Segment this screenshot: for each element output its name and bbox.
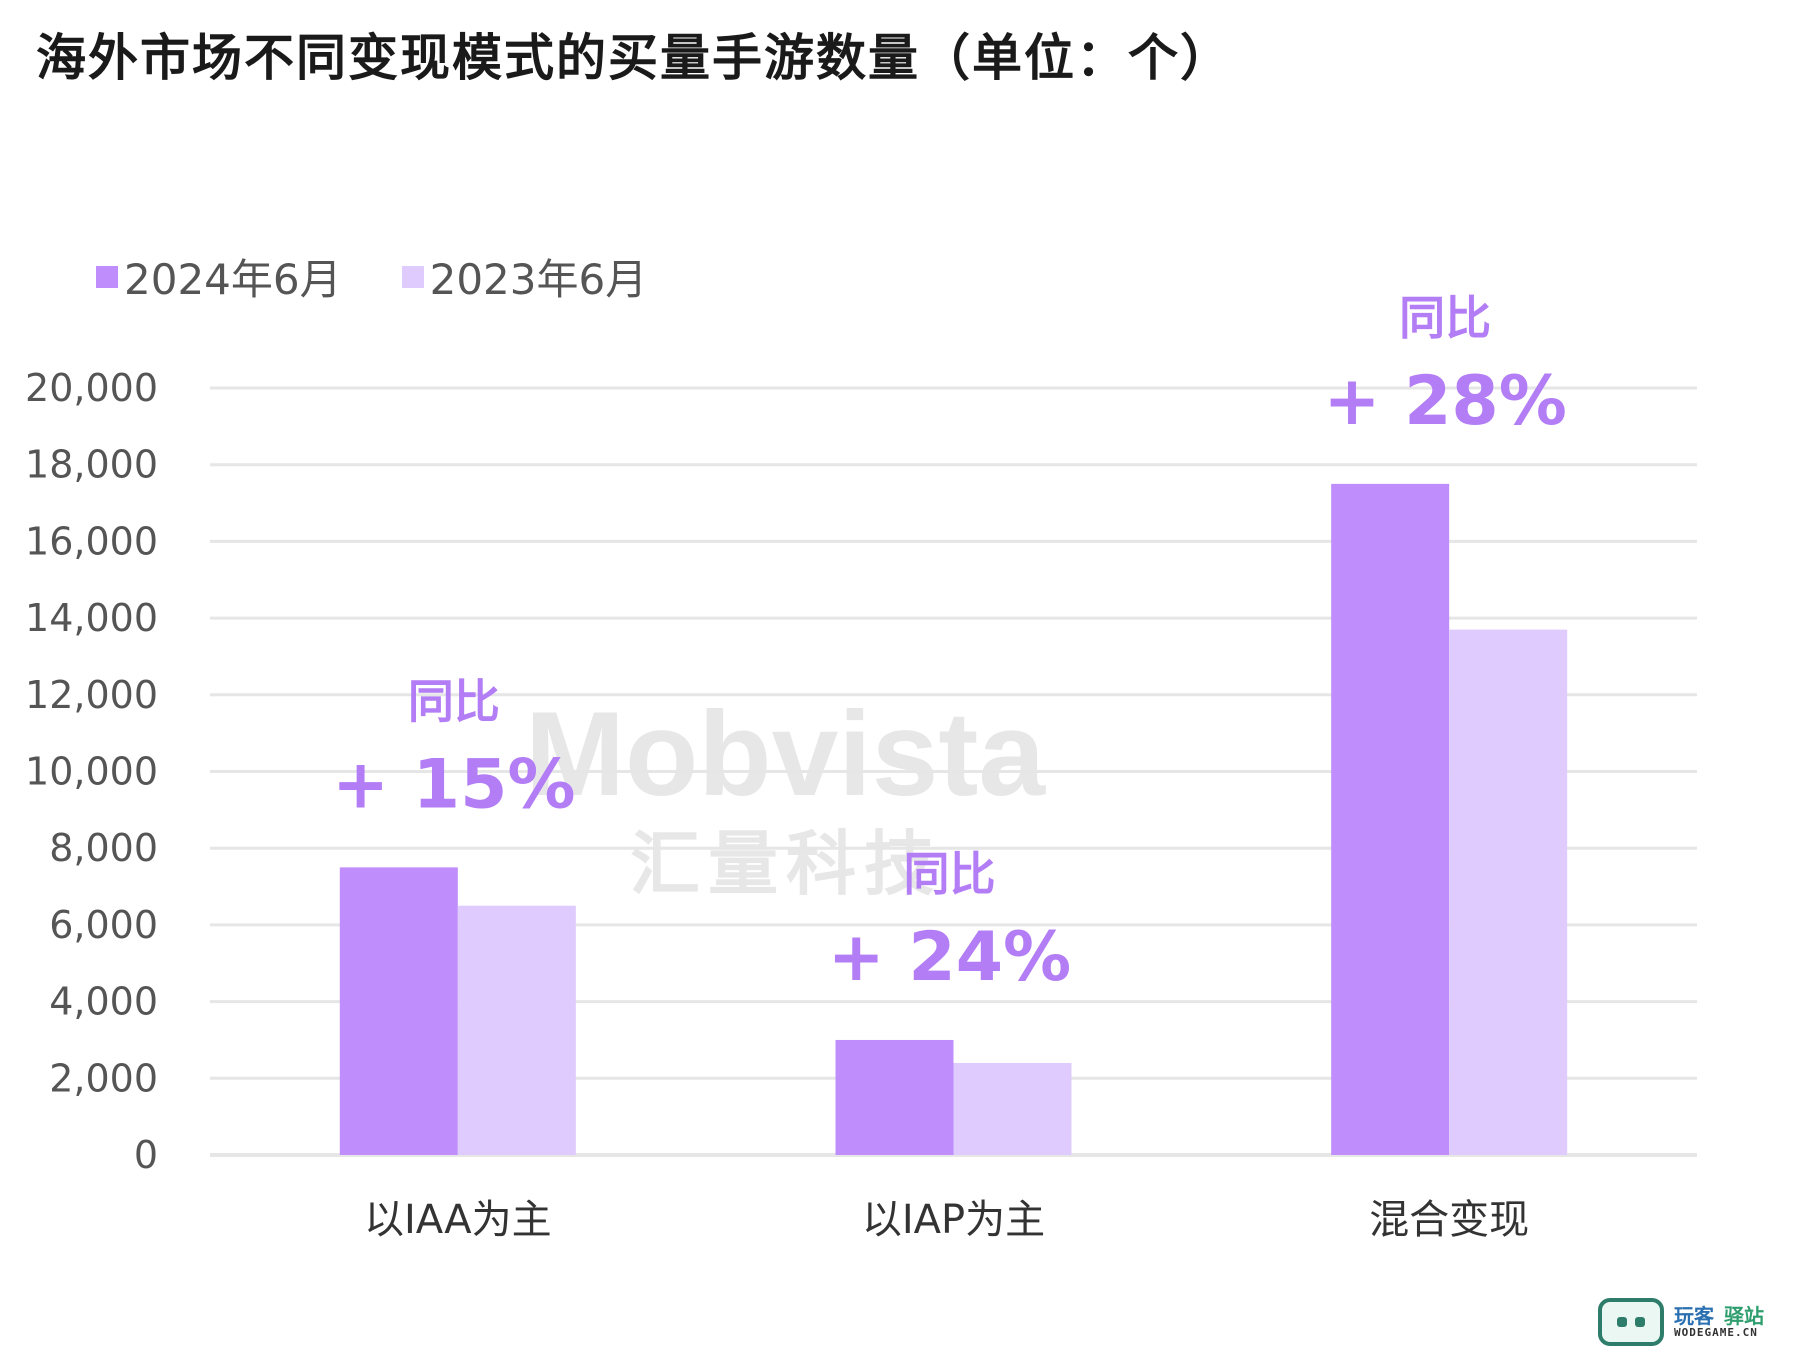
y-tick-label: 4,000 <box>49 980 158 1024</box>
y-axis-ticks: 0 2,000 4,000 6,000 8,000 10,000 12,000 14,000 1… <box>25 366 158 1177</box>
bar-2023-1 <box>953 1062 1072 1155</box>
yoy-label: 同比 <box>408 674 500 728</box>
watermark-subtext: 汇量科技 <box>630 825 942 903</box>
legend-label-2023: 2023年6月 <box>429 255 648 304</box>
x-category-label: 以IAP为主 <box>862 1197 1045 1243</box>
y-tick-label: 8,000 <box>49 826 158 870</box>
bar-2023-2 <box>1449 629 1568 1155</box>
yoy-label: 同比 <box>1399 291 1491 345</box>
yoy-annotations: 同比 + 15% 同比 + 24% 同比 + 28% <box>332 291 1567 997</box>
logo-text-right: 驿站 <box>1724 1303 1764 1328</box>
legend-swatch-2024 <box>96 265 118 288</box>
chart-legend: 2024年6月 2023年6月 <box>96 246 647 307</box>
x-axis-categories: 以IAA为主 以IAP为主 混合变现 <box>364 1197 1529 1243</box>
legend-item-2023[interactable]: 2023年6月 <box>401 246 648 307</box>
bars <box>339 483 1568 1155</box>
footer-logo: 玩客 驿站 WODEGAME.CN <box>1598 1298 1764 1346</box>
y-tick-label: 0 <box>134 1133 158 1177</box>
legend-swatch-2023 <box>401 265 424 288</box>
y-tick-label: 20,000 <box>25 366 158 410</box>
yoy-value: + 24% <box>828 918 1071 997</box>
x-category-label: 以IAA为主 <box>364 1197 552 1243</box>
y-tick-label: 18,000 <box>25 443 158 487</box>
y-tick-label: 10,000 <box>25 750 158 794</box>
bar-2024-0 <box>339 867 458 1155</box>
y-tick-label: 12,000 <box>25 673 158 717</box>
chart-title: 海外市场不同变现模式的买量手游数量（单位：个） <box>36 29 1232 87</box>
y-tick-label: 2,000 <box>49 1056 158 1100</box>
yoy-value: + 28% <box>1323 362 1566 441</box>
y-tick-label: 14,000 <box>25 596 158 640</box>
y-tick-label: 6,000 <box>49 903 158 947</box>
bar-2023-0 <box>457 905 576 1155</box>
legend-label-2024: 2024年6月 <box>124 255 342 304</box>
yoy-label: 同比 <box>904 847 996 901</box>
yoy-value: + 15% <box>332 745 575 824</box>
watermark-text: Mobvista <box>525 687 1046 821</box>
logo-text-left: 玩客 <box>1674 1303 1714 1328</box>
robot-face-icon <box>1598 1298 1664 1346</box>
x-category-label: 混合变现 <box>1369 1197 1529 1243</box>
logo-domain: WODEGAME.CN <box>1674 1325 1758 1339</box>
bar-2024-2 <box>1331 483 1450 1155</box>
legend-item-2024[interactable]: 2024年6月 <box>96 246 342 307</box>
bar-2024-1 <box>835 1039 954 1155</box>
y-tick-label: 16,000 <box>25 519 158 563</box>
